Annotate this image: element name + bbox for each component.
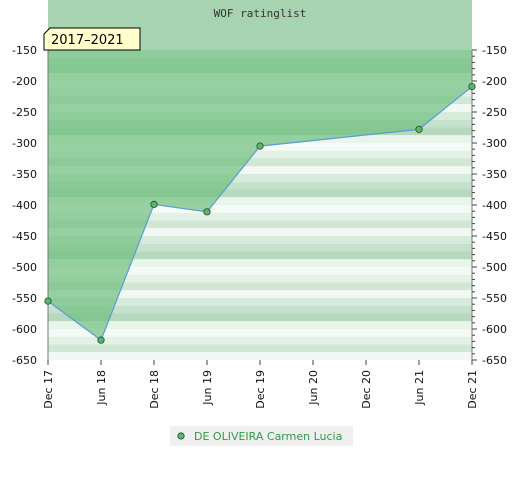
data-point (415, 125, 423, 133)
background-band (48, 150, 472, 159)
y-tick-label-left: -650 (12, 354, 37, 367)
background-band (48, 352, 472, 360)
background-band (48, 174, 472, 182)
data-point (97, 336, 105, 344)
legend-label: DE OLIVEIRA Carmen Lucia (194, 430, 342, 443)
background-band (48, 321, 472, 329)
y-tick-label-left: -400 (12, 199, 37, 212)
background-band (48, 212, 472, 221)
series-area (48, 50, 472, 341)
y-tick-label-left: -600 (12, 323, 37, 336)
y-tick-label-left: -500 (12, 261, 37, 274)
x-tick-label: Dec 21 (466, 370, 479, 409)
y-axis-left-labels: -150 -200 -250 -300 -350 -400 -450 -500 -550 -600… (12, 44, 37, 367)
background-band (48, 298, 472, 306)
y-tick-label-left: -350 (12, 168, 37, 181)
x-tick-label: Dec 17 (42, 370, 55, 409)
axes (47, 49, 477, 361)
x-tick-label: Jun 18 (95, 370, 108, 406)
y-tick-label-right: -150 (482, 44, 507, 57)
background-band (48, 197, 472, 205)
background-band (48, 166, 472, 174)
background-band (48, 274, 472, 283)
y-tick-label-right: -550 (482, 292, 507, 305)
badge-text: 2017–2021 (51, 33, 124, 48)
y-tick-label-right: -450 (482, 230, 507, 243)
background-band (48, 228, 472, 236)
background-band (48, 305, 472, 314)
y-tick-label-right: -400 (482, 199, 507, 212)
x-axis-labels: Dec 17 Jun 18 Dec 18 Jun 19 Dec 19 Jun 20 Dec … (42, 360, 479, 409)
background-band (48, 251, 472, 260)
x-tick-label: Dec 20 (360, 370, 373, 409)
background-band (48, 236, 472, 244)
y-tick-label-right: -500 (482, 261, 507, 274)
x-tick-label: Jun 20 (307, 370, 320, 406)
x-tick-label: Dec 18 (148, 370, 161, 409)
background-band (48, 189, 472, 198)
x-tick-label: Dec 19 (254, 370, 267, 409)
y-tick-label-left: -550 (12, 292, 37, 305)
x-tick-label: Jun 21 (413, 370, 426, 406)
y-tick-label-right: -350 (482, 168, 507, 181)
x-tick-label: Jun 19 (201, 370, 214, 406)
y-tick-label-left: -200 (12, 75, 37, 88)
data-point (203, 208, 211, 216)
background-band (48, 336, 472, 345)
y-tick-label-right: -600 (482, 323, 507, 336)
y-tick-label-left: -150 (12, 44, 37, 57)
period-badge: 2017–2021 (43, 27, 141, 51)
background-band (48, 158, 472, 167)
series-markers (44, 82, 476, 344)
background-band (48, 290, 472, 298)
background-band (48, 243, 472, 252)
data-point (150, 200, 158, 208)
legend-marker (177, 432, 185, 440)
legend: DE OLIVEIRA Carmen Lucia (170, 426, 353, 446)
background-band (48, 259, 472, 267)
chart-title: WOF ratinglist (214, 7, 307, 20)
y-tick-label-left: -450 (12, 230, 37, 243)
background-band (48, 267, 472, 275)
y-tick-label-left: -250 (12, 106, 37, 119)
data-point (468, 82, 476, 91)
background-band (48, 205, 472, 213)
background-band (48, 282, 472, 291)
legend-box (170, 426, 353, 446)
background-band (48, 181, 472, 190)
y-tick-label-right: -250 (482, 106, 507, 119)
data-point (44, 297, 52, 305)
y-tick-label-left: -300 (12, 137, 37, 150)
background-band (48, 329, 472, 337)
badge-shape (43, 27, 141, 51)
background-band (48, 220, 472, 229)
y-tick-label-right: -300 (482, 137, 507, 150)
y-tick-label-right: -200 (482, 75, 507, 88)
background-band (48, 344, 472, 353)
background-band (48, 313, 472, 322)
y-axis-right-labels: -150 -200 -250 -300 -350 -400 -450 -500 -550 -600… (482, 44, 507, 367)
y-tick-label-right: -650 (482, 354, 507, 367)
data-point (256, 142, 264, 150)
